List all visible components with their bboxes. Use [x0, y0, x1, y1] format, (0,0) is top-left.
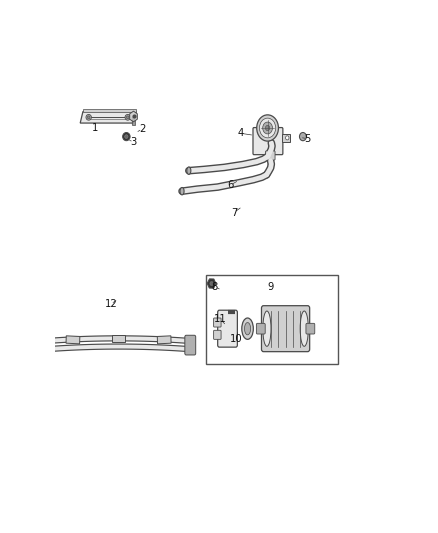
FancyBboxPatch shape	[306, 324, 315, 334]
Bar	[206, 276, 338, 364]
Ellipse shape	[180, 188, 184, 195]
Ellipse shape	[125, 115, 131, 120]
Text: 6: 6	[227, 180, 234, 190]
Circle shape	[265, 125, 270, 131]
Ellipse shape	[242, 318, 253, 340]
Ellipse shape	[301, 135, 304, 139]
Circle shape	[263, 122, 272, 134]
Ellipse shape	[263, 311, 271, 346]
Ellipse shape	[244, 322, 251, 335]
Text: 10: 10	[230, 334, 243, 344]
Text: 9: 9	[267, 282, 273, 292]
Bar	[112, 335, 125, 343]
Text: 2: 2	[139, 124, 145, 134]
Text: 11: 11	[214, 314, 227, 324]
Ellipse shape	[286, 136, 289, 140]
Circle shape	[210, 281, 213, 286]
Bar	[157, 336, 171, 344]
Ellipse shape	[86, 115, 92, 120]
FancyBboxPatch shape	[214, 330, 221, 340]
Ellipse shape	[300, 311, 308, 346]
FancyBboxPatch shape	[256, 324, 265, 334]
Ellipse shape	[127, 116, 129, 119]
FancyBboxPatch shape	[42, 335, 52, 355]
Ellipse shape	[123, 133, 130, 141]
FancyBboxPatch shape	[265, 151, 275, 160]
Text: 1: 1	[92, 124, 98, 133]
Circle shape	[257, 115, 279, 141]
Polygon shape	[282, 134, 290, 142]
FancyBboxPatch shape	[214, 318, 221, 327]
Text: 5: 5	[304, 134, 311, 144]
Text: 7: 7	[231, 207, 237, 217]
Text: 4: 4	[238, 128, 244, 139]
FancyBboxPatch shape	[132, 116, 135, 125]
Ellipse shape	[87, 116, 90, 119]
Text: 3: 3	[131, 137, 137, 147]
Ellipse shape	[187, 167, 191, 174]
Polygon shape	[80, 111, 136, 123]
FancyBboxPatch shape	[218, 310, 237, 347]
Bar	[66, 336, 80, 344]
FancyBboxPatch shape	[261, 306, 310, 352]
Text: 8: 8	[212, 282, 218, 292]
Ellipse shape	[300, 133, 306, 141]
Ellipse shape	[125, 135, 128, 139]
Text: 12: 12	[104, 299, 117, 309]
FancyBboxPatch shape	[253, 127, 283, 155]
Circle shape	[259, 118, 276, 138]
FancyBboxPatch shape	[185, 335, 196, 355]
Polygon shape	[83, 109, 136, 111]
